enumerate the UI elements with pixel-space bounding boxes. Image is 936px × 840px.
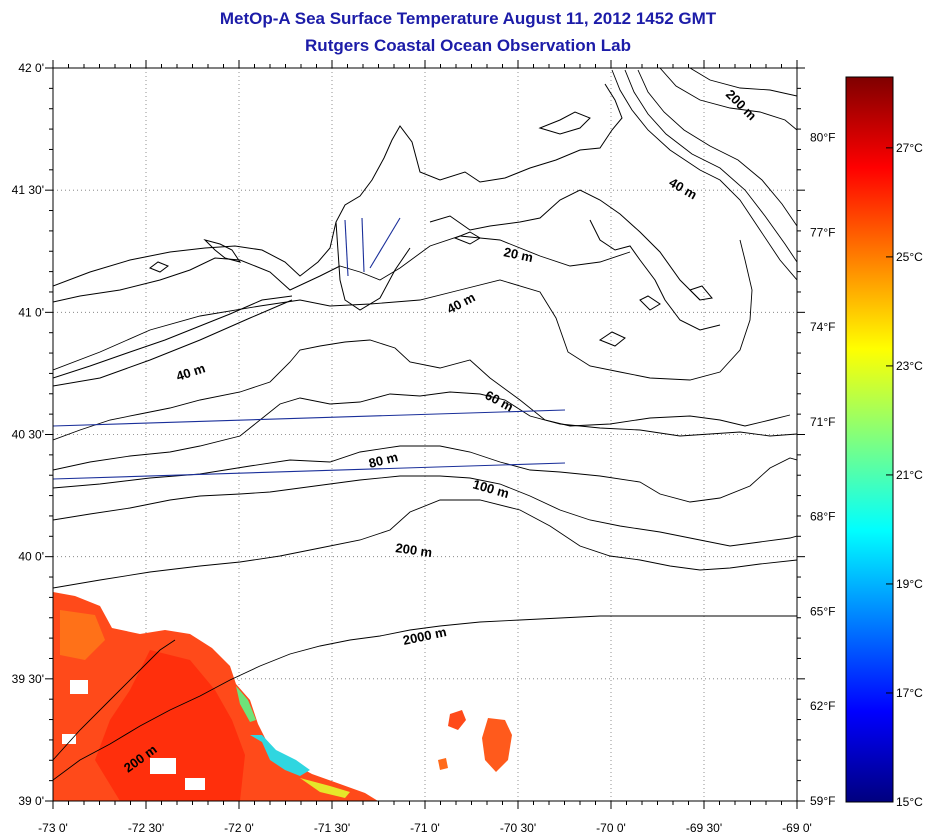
celsius-tick-label: 25°C	[896, 250, 923, 264]
celsius-tick-label: 15°C	[896, 795, 923, 809]
contour-label: 80 m	[367, 449, 399, 471]
sst-patch-offshore-dots	[438, 758, 448, 770]
fahrenheit-tick-label: 74°F	[810, 320, 835, 334]
contour-60m	[53, 391, 797, 471]
contour-20m	[339, 235, 631, 281]
lon-tick-label: -69 30'	[686, 821, 722, 835]
fahrenheit-tick-label: 68°F	[810, 510, 835, 524]
contour-200m-main	[53, 499, 797, 589]
fahrenheit-tick-label: 59°F	[810, 794, 835, 808]
contour-200m-ne-4	[659, 68, 797, 131]
transect-south	[52, 462, 566, 480]
lat-tick-label: 42 0'	[18, 61, 44, 75]
sst-edge-green	[236, 686, 256, 722]
fahrenheit-tick-label: 65°F	[810, 604, 835, 618]
bathymetry-contours	[53, 68, 797, 781]
sst-edge-cyan	[250, 735, 310, 776]
transect-inner-2	[361, 217, 365, 273]
transect-inner-1	[344, 219, 349, 277]
contour-100m	[53, 475, 797, 547]
lat-tick-label: 40 0'	[18, 550, 44, 564]
lon-tick-label: -69 0'	[782, 821, 812, 835]
contour-40m-inner	[53, 239, 753, 381]
lon-tick-label: -70 30'	[500, 821, 536, 835]
contour-200m-sw	[53, 639, 176, 761]
sst-gap	[70, 680, 88, 694]
transect-north	[52, 409, 566, 427]
sst-patch-orange	[60, 610, 105, 660]
sst-gap	[185, 778, 205, 790]
lat-tick-label: 39 30'	[12, 672, 44, 686]
fahrenheit-tick-label: 71°F	[810, 415, 835, 429]
fahrenheit-tick-label: 77°F	[810, 225, 835, 239]
sst-patch-offshore-small	[448, 710, 466, 730]
lat-tick-label: 40 30'	[12, 428, 44, 442]
sst-patch-shelf-hot	[95, 650, 245, 801]
sst-data-layer	[53, 592, 512, 801]
transect-lines	[52, 217, 566, 480]
lat-tick-label: 41 0'	[18, 305, 44, 319]
contour-2000m	[53, 615, 797, 781]
lat-tick-label: 39 0'	[18, 794, 44, 808]
colorbar	[845, 76, 894, 803]
fahrenheit-scale: 80°F 77°F 74°F 71°F 68°F 65°F 62°F 59°F	[810, 131, 835, 808]
lon-tick-label: -70 0'	[596, 821, 626, 835]
lat-tick-label: 41 30'	[12, 183, 44, 197]
axis-ticks	[45, 60, 805, 809]
lon-tick-label: -73 0'	[38, 821, 68, 835]
lon-tick-label: -72 30'	[128, 821, 164, 835]
contour-40m-outer	[53, 339, 791, 441]
coastline	[53, 83, 721, 387]
celsius-tick-label: 21°C	[896, 468, 923, 482]
map-title: MetOp-A Sea Surface Temperature August 1…	[219, 9, 717, 28]
fahrenheit-tick-label: 62°F	[810, 699, 835, 713]
contour-200m-ne-1	[611, 69, 797, 281]
lon-tick-label: -72 0'	[224, 821, 254, 835]
celsius-tick-label: 19°C	[896, 577, 923, 591]
lon-tick-label: -71 30'	[314, 821, 350, 835]
contour-200m-ne-5	[689, 68, 797, 97]
celsius-scale: 27°C 25°C 23°C 21°C 19°C 17°C 15°C	[886, 141, 923, 809]
sst-gap	[62, 734, 76, 744]
contour-200m-ne-3	[637, 69, 797, 227]
lon-tick-label: -71 0'	[410, 821, 440, 835]
contour-label: 20 m	[502, 244, 534, 265]
contour-label: 200 m	[395, 540, 434, 560]
transect-inner-3	[369, 217, 401, 269]
contour-80m	[53, 445, 797, 503]
celsius-tick-label: 17°C	[896, 686, 923, 700]
celsius-tick-label: 27°C	[896, 141, 923, 155]
sst-patch-offshore	[482, 718, 512, 772]
longitude-labels: -73 0' -72 30' -72 0' -71 30' -71 0' -70 30' -…	[38, 821, 812, 835]
map-subtitle: Rutgers Coastal Ocean Observation Lab	[305, 36, 631, 55]
fahrenheit-tick-label: 80°F	[810, 131, 835, 145]
contour-200m-ne-2	[624, 69, 797, 263]
latitude-labels: 42 0' 41 30' 41 0' 40 30' 40 0' 39 30' 39 0'	[12, 61, 44, 808]
celsius-tick-label: 23°C	[896, 359, 923, 373]
sst-gap	[150, 758, 176, 774]
sst-edge-yellow	[300, 778, 350, 798]
